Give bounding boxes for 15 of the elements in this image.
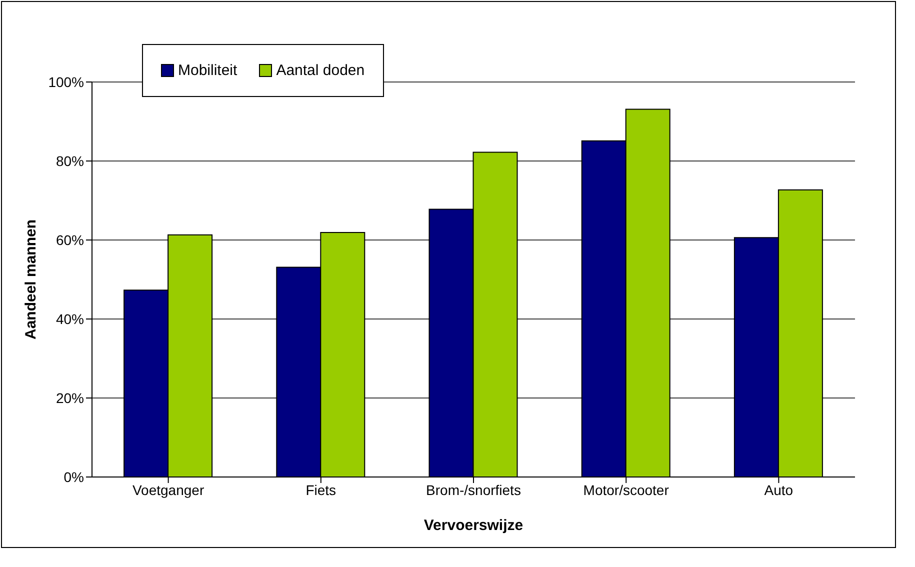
y-tick-label: 60%: [56, 232, 84, 248]
y-tick-label: 100%: [48, 74, 84, 90]
x-tick-label: Auto: [764, 482, 794, 498]
y-tick-label: 0%: [64, 468, 84, 485]
y-tick-label: 80%: [56, 152, 84, 169]
x-tick-label: Fiets: [306, 482, 336, 498]
legend-label: Mobiliteit: [177, 62, 238, 79]
x-tick-label: Voetganger: [132, 482, 204, 498]
x-axis-title: Vervoerswijze: [424, 517, 524, 534]
legend-label: Aantal doden: [275, 62, 365, 79]
x-tick-label: Brom-/snorfiets: [426, 482, 521, 498]
y-tick-label: 40%: [56, 310, 84, 327]
y-axis-title: Aandeel mannen: [22, 219, 40, 340]
y-tick-label: 20%: [56, 390, 84, 406]
x-tick-label: Motor/scooter: [583, 482, 670, 498]
